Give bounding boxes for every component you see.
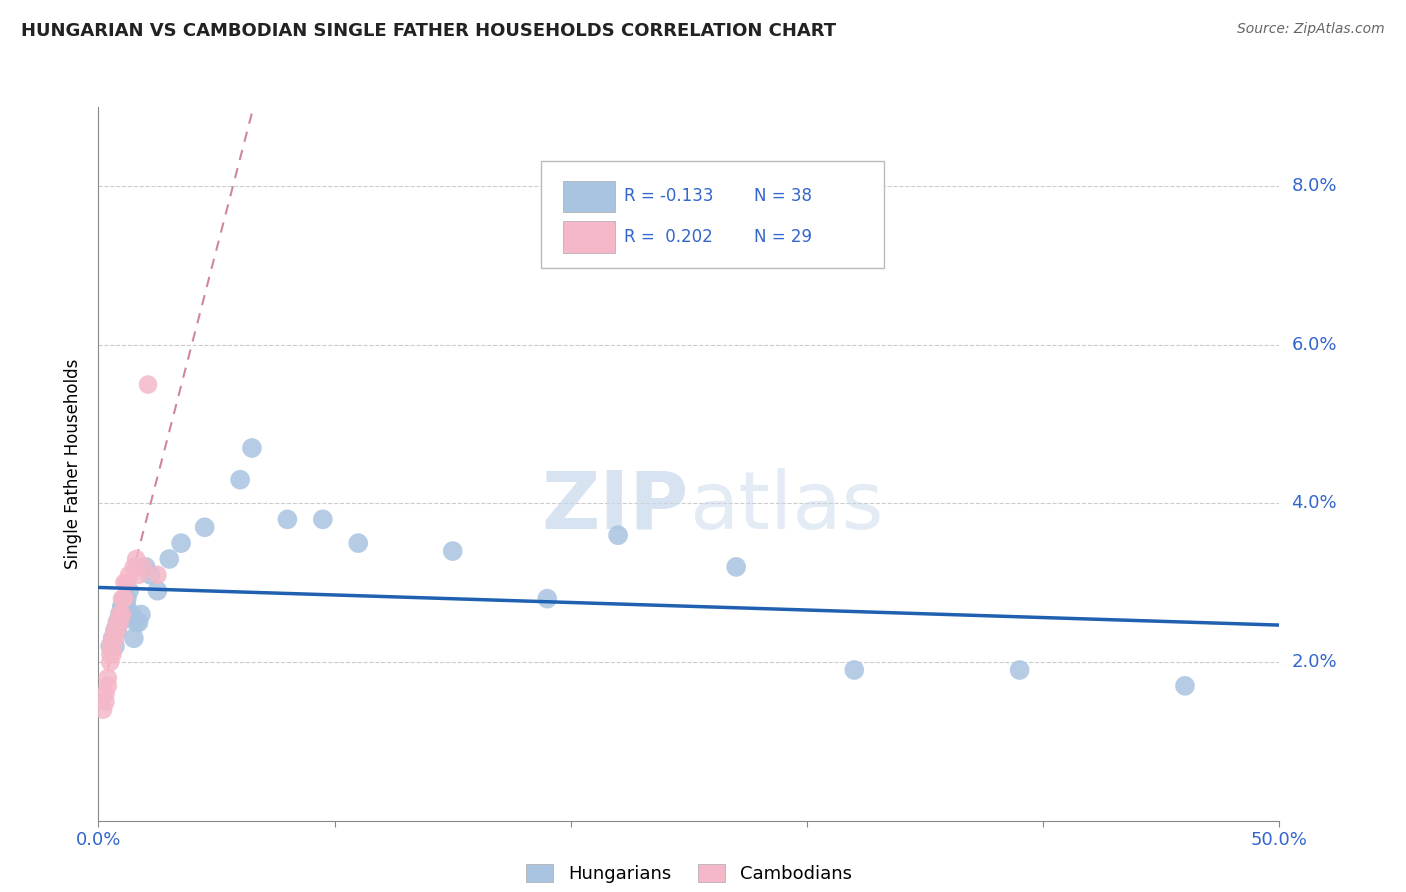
FancyBboxPatch shape xyxy=(562,180,614,212)
Point xyxy=(1008,663,1031,677)
Point xyxy=(101,647,124,661)
Text: 4.0%: 4.0% xyxy=(1291,494,1337,513)
Point xyxy=(170,536,193,550)
Point xyxy=(91,703,114,717)
Point xyxy=(129,607,152,622)
Point xyxy=(128,567,150,582)
Point xyxy=(108,607,131,622)
Point xyxy=(111,599,134,614)
Text: R =  0.202: R = 0.202 xyxy=(624,228,713,246)
Point xyxy=(104,624,127,638)
Point xyxy=(104,639,127,653)
Point xyxy=(111,591,134,606)
Point xyxy=(347,536,370,550)
Text: ZIP: ZIP xyxy=(541,467,689,546)
Text: 8.0%: 8.0% xyxy=(1291,178,1337,195)
Point xyxy=(108,615,131,630)
Point xyxy=(1174,679,1197,693)
Point xyxy=(240,441,263,455)
Point xyxy=(94,695,117,709)
Point xyxy=(112,591,135,606)
Point xyxy=(115,591,138,606)
Point xyxy=(121,607,143,622)
Point xyxy=(112,575,135,590)
Point xyxy=(98,639,121,653)
Point xyxy=(105,615,128,630)
Point xyxy=(157,552,180,566)
Point xyxy=(111,599,134,614)
Point xyxy=(844,663,866,677)
Point xyxy=(104,632,127,646)
Point xyxy=(98,647,121,661)
Point xyxy=(194,520,217,534)
Point xyxy=(105,624,128,638)
Point xyxy=(146,583,169,598)
Point xyxy=(101,639,124,653)
Point xyxy=(146,567,169,582)
FancyBboxPatch shape xyxy=(562,221,614,252)
Point xyxy=(128,615,150,630)
Point xyxy=(118,583,141,598)
Point xyxy=(135,560,157,574)
Text: R = -0.133: R = -0.133 xyxy=(624,187,713,205)
Text: atlas: atlas xyxy=(689,467,883,546)
Point xyxy=(115,599,138,614)
Point xyxy=(105,615,128,630)
Y-axis label: Single Father Households: Single Father Households xyxy=(65,359,83,569)
Point xyxy=(125,615,148,630)
Point xyxy=(136,377,159,392)
Point xyxy=(725,560,748,574)
Point xyxy=(108,615,131,630)
Point xyxy=(104,624,127,638)
Point xyxy=(98,639,121,653)
Text: Source: ZipAtlas.com: Source: ZipAtlas.com xyxy=(1237,22,1385,37)
Point xyxy=(229,473,252,487)
Point xyxy=(122,560,145,574)
Point xyxy=(108,607,131,622)
Point xyxy=(536,591,558,606)
Point xyxy=(118,567,141,582)
Point xyxy=(98,655,121,669)
Point xyxy=(125,552,148,566)
Legend: Hungarians, Cambodians: Hungarians, Cambodians xyxy=(519,856,859,890)
Point xyxy=(97,679,120,693)
Point xyxy=(132,560,155,574)
Point xyxy=(97,671,120,685)
Point xyxy=(101,632,124,646)
Point xyxy=(607,528,630,542)
Text: N = 38: N = 38 xyxy=(754,187,811,205)
Point xyxy=(441,544,464,558)
Point xyxy=(111,607,134,622)
FancyBboxPatch shape xyxy=(541,161,884,268)
Point xyxy=(139,567,162,582)
Text: HUNGARIAN VS CAMBODIAN SINGLE FATHER HOUSEHOLDS CORRELATION CHART: HUNGARIAN VS CAMBODIAN SINGLE FATHER HOU… xyxy=(21,22,837,40)
Point xyxy=(105,624,128,638)
Text: N = 29: N = 29 xyxy=(754,228,811,246)
Point xyxy=(111,607,134,622)
Point xyxy=(94,687,117,701)
Text: 6.0%: 6.0% xyxy=(1291,336,1337,354)
Point xyxy=(312,512,335,526)
Point xyxy=(112,591,135,606)
Text: 2.0%: 2.0% xyxy=(1291,653,1337,671)
Point xyxy=(122,632,145,646)
Point xyxy=(276,512,298,526)
Point xyxy=(115,575,138,590)
Point xyxy=(101,632,124,646)
